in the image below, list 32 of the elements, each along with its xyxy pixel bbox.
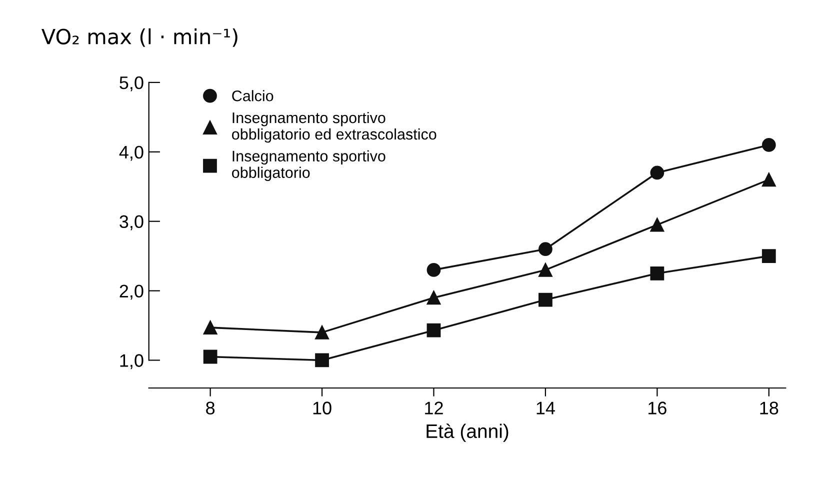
point [538,292,552,307]
y-tick-label: 3,0 [120,215,144,230]
y-tick-label: 1,0 [120,354,144,370]
x-tick-label: 12 [425,402,443,414]
legend-label: Calcio [232,90,274,102]
x-tick-label: 18 [760,402,778,414]
x-tick-label: 16 [648,402,666,414]
point [315,353,329,368]
x-tick-label: 14 [536,402,555,414]
y-tick-label: 4,0 [119,146,144,161]
point [426,290,441,305]
point [650,166,664,180]
point [538,242,552,256]
point [650,266,664,280]
point [315,326,329,340]
x-axis-title: Età (anni) [426,424,508,442]
y-tick-label: 2,0 [120,284,144,300]
x-tick-label: 10 [313,402,332,414]
point [762,138,776,152]
point [203,350,218,364]
point [762,172,776,187]
y-tick-label: 5,0 [120,76,144,92]
point [426,263,441,277]
legend-label: Insegnamento sportivo obbligatorio [232,150,386,182]
y-axis-title: VO₂ max (l · min⁻¹) [42,28,238,47]
x-tick-label: 8 [206,402,215,414]
point [762,249,776,264]
point [538,263,552,277]
point [426,323,441,338]
legend-label: Insegnamento sportivo obbligatorio ed extrascolastico [232,112,436,143]
point [203,320,218,335]
point [650,218,664,232]
